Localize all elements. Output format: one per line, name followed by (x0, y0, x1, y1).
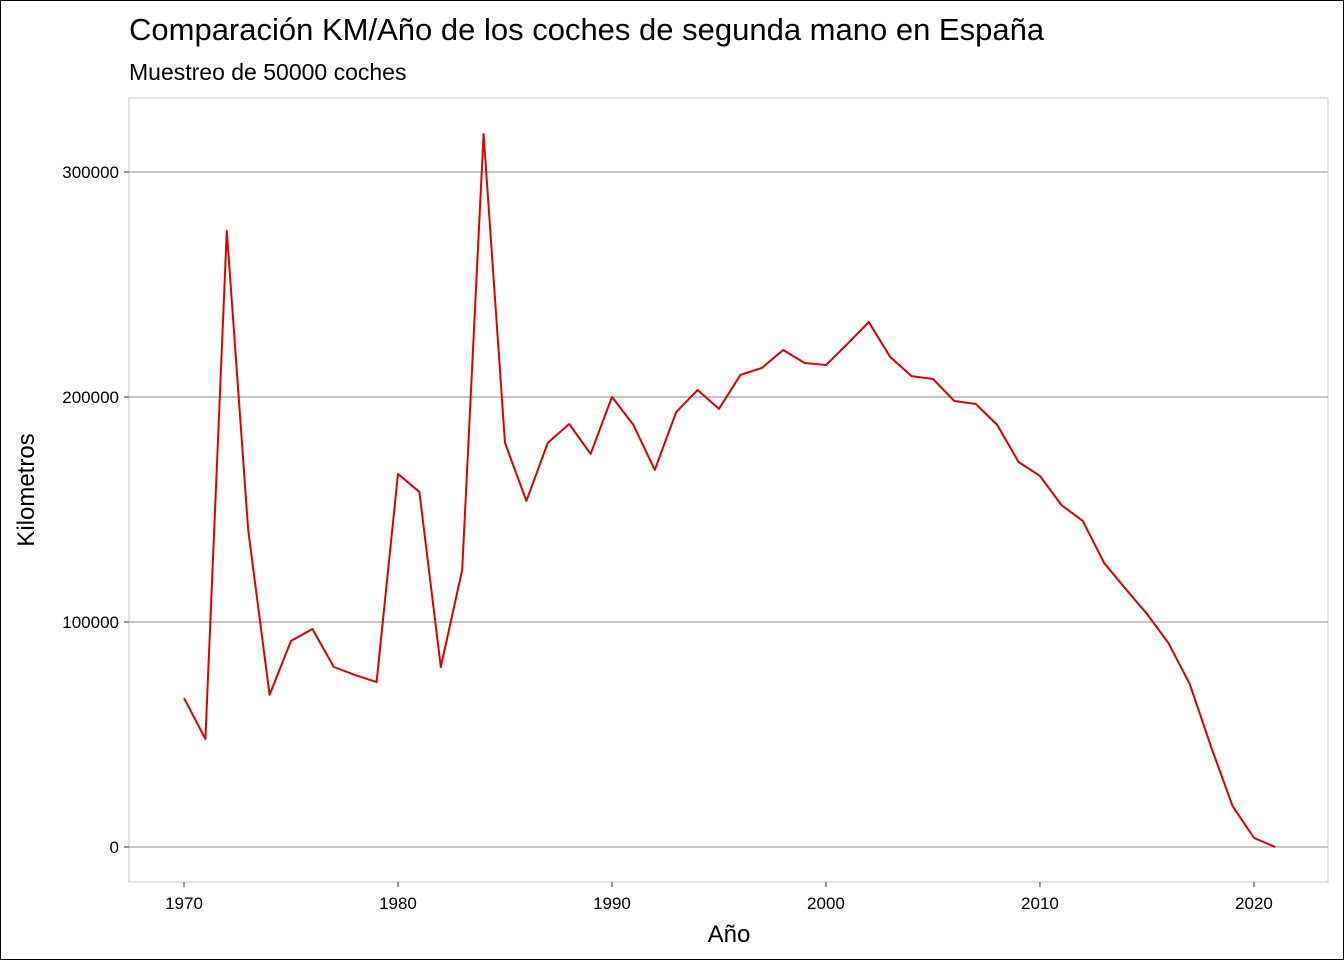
panel-border (128, 97, 1329, 883)
y-tick-label: 0 (110, 838, 119, 857)
y-tick-label: 100000 (62, 613, 119, 632)
chart-title: Comparación KM/Año de los coches de segu… (129, 12, 1045, 47)
x-tick-label: 1990 (593, 894, 631, 913)
y-tick-label: 300000 (62, 163, 119, 182)
line-series (183, 132, 1276, 848)
x-tick-label: 2020 (1235, 894, 1273, 913)
x-tick-label: 1980 (379, 894, 417, 913)
x-tick-label: 2010 (1021, 894, 1059, 913)
chart-subtitle: Muestreo de 50000 coches (129, 59, 406, 85)
y-tick-label: 200000 (62, 388, 119, 407)
x-tick-label: 2000 (807, 894, 845, 913)
x-tick-label: 1970 (165, 894, 203, 913)
x-axis-title: Año (708, 921, 751, 948)
y-axis-title: Kilometros (13, 433, 40, 546)
